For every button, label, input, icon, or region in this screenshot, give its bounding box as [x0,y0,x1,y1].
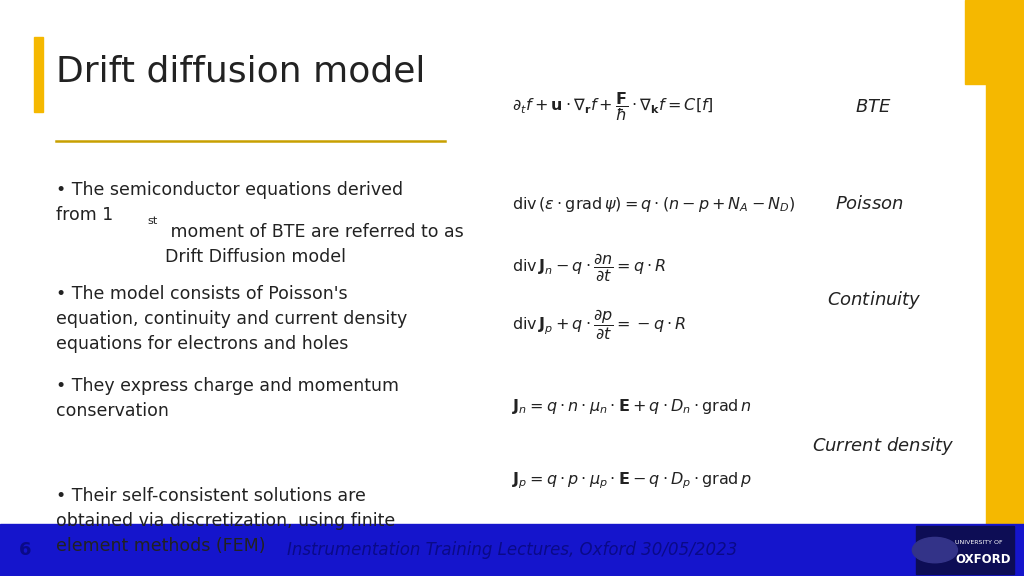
Text: UNIVERSITY OF: UNIVERSITY OF [955,540,1004,545]
Text: • The semiconductor equations derived
from 1: • The semiconductor equations derived fr… [56,181,403,225]
Bar [965,0,1024,84]
Bar [34,37,43,112]
Text: $\mathit{Continuity}$: $\mathit{Continuity}$ [827,289,923,310]
Bar [986,84,1024,524]
Text: $\mathrm{div}\,\mathbf{J}_n - q \cdot \dfrac{\partial n}{\partial t} = q \cdot R: $\mathrm{div}\,\mathbf{J}_n - q \cdot \d… [512,252,667,284]
Text: $\mathit{BTE}$: $\mathit{BTE}$ [855,97,892,116]
Text: $\mathbf{J}_p = q \cdot p \cdot \mu_p \cdot \mathbf{E} - q \cdot D_p \cdot \math: $\mathbf{J}_p = q \cdot p \cdot \mu_p \c… [512,471,753,491]
Text: OXFORD: OXFORD [955,553,1011,566]
Text: • Their self-consistent solutions are
obtained via discretization, using finite
: • Their self-consistent solutions are ob… [56,487,395,555]
Text: $\partial_t f + \mathbf{u} \cdot \nabla_\mathbf{r} f + \dfrac{\mathbf{F}}{\hbar}: $\partial_t f + \mathbf{u} \cdot \nabla_… [512,90,714,123]
Text: $\mathrm{div}\,(\varepsilon \cdot \mathrm{grad}\,\psi) = q \cdot (n - p + N_A - : $\mathrm{div}\,(\varepsilon \cdot \mathr… [512,195,796,214]
Text: Drift diffusion model: Drift diffusion model [56,55,426,89]
Circle shape [912,537,957,563]
Text: Instrumentation Training Lectures, Oxford 30/05/2023: Instrumentation Training Lectures, Oxfor… [287,541,737,559]
Text: • They express charge and momentum
conservation: • They express charge and momentum conse… [56,377,399,420]
Text: • The model consists of Poisson's
equation, continuity and current density
equat: • The model consists of Poisson's equati… [56,285,408,353]
Bar [916,526,1014,574]
Text: st: st [147,216,158,226]
Text: moment of BTE are referred to as
Drift Diffusion model: moment of BTE are referred to as Drift D… [165,223,464,266]
Text: $\mathrm{div}\,\mathbf{J}_p + q \cdot \dfrac{\partial p}{\partial t} = -q \cdot : $\mathrm{div}\,\mathbf{J}_p + q \cdot \d… [512,308,686,343]
Text: $\mathit{Poisson}$: $\mathit{Poisson}$ [835,195,903,214]
Bar [0,524,1024,576]
Text: 6: 6 [18,541,31,559]
Text: $\mathit{Current\ density}$: $\mathit{Current\ density}$ [812,435,954,457]
Text: $\mathbf{J}_n = q \cdot n \cdot \mu_n \cdot \mathbf{E} + q \cdot D_n \cdot \math: $\mathbf{J}_n = q \cdot n \cdot \mu_n \c… [512,397,752,415]
